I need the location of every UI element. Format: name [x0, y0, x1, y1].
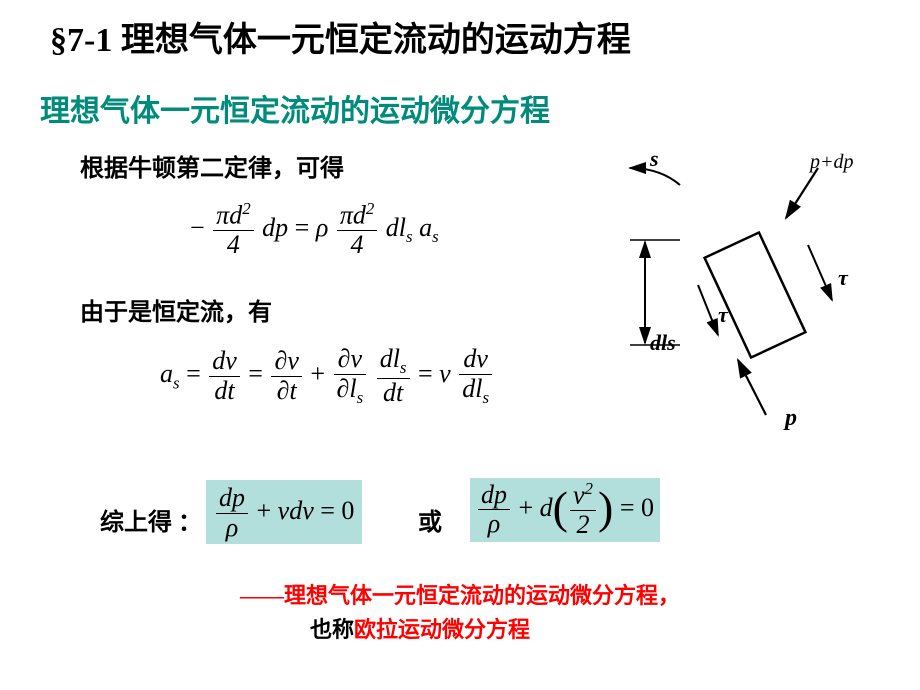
note-mixed: 也称欧拉运动微分方程 — [310, 612, 530, 644]
equation-1: − πd24 dp = ρ πd24 dls as — [190, 200, 439, 260]
text-line-2: 由于是恒定流，有 — [80, 292, 272, 327]
note-euler: 欧拉运动微分方程 — [354, 617, 530, 642]
note-red: ——理想气体一元恒定流动的运动微分方程， — [240, 578, 680, 610]
or-text: 或 — [418, 502, 442, 537]
equation-2: as = dvdt = ∂v∂t + ∂v∂ls dlsdt = v dvdls — [160, 345, 494, 407]
section-title: §7-1 理想气体一元恒定流动的运动方程 — [50, 12, 631, 61]
note-prefix: 也称 — [310, 617, 354, 642]
label-p: p — [783, 405, 797, 431]
section-subtitle: 理想气体一元恒定流动的运动微分方程 — [40, 86, 550, 130]
flow-element-diagram: s p+dp τ τ dls p — [590, 150, 880, 440]
label-s: s — [649, 150, 659, 171]
text-line-3: 综上得 ： — [100, 502, 202, 537]
label-p-dp: p+dp — [808, 151, 854, 173]
label-tau-left: τ — [718, 302, 729, 327]
text-line-1: 根据牛顿第二定律，可得 — [80, 148, 344, 183]
equation-4: dpρ + d(v22) = 0 — [470, 478, 660, 542]
equation-3: dpρ + vdv = 0 — [206, 480, 362, 544]
label-dls: dls — [650, 330, 676, 355]
label-tau-right: τ — [838, 265, 849, 290]
